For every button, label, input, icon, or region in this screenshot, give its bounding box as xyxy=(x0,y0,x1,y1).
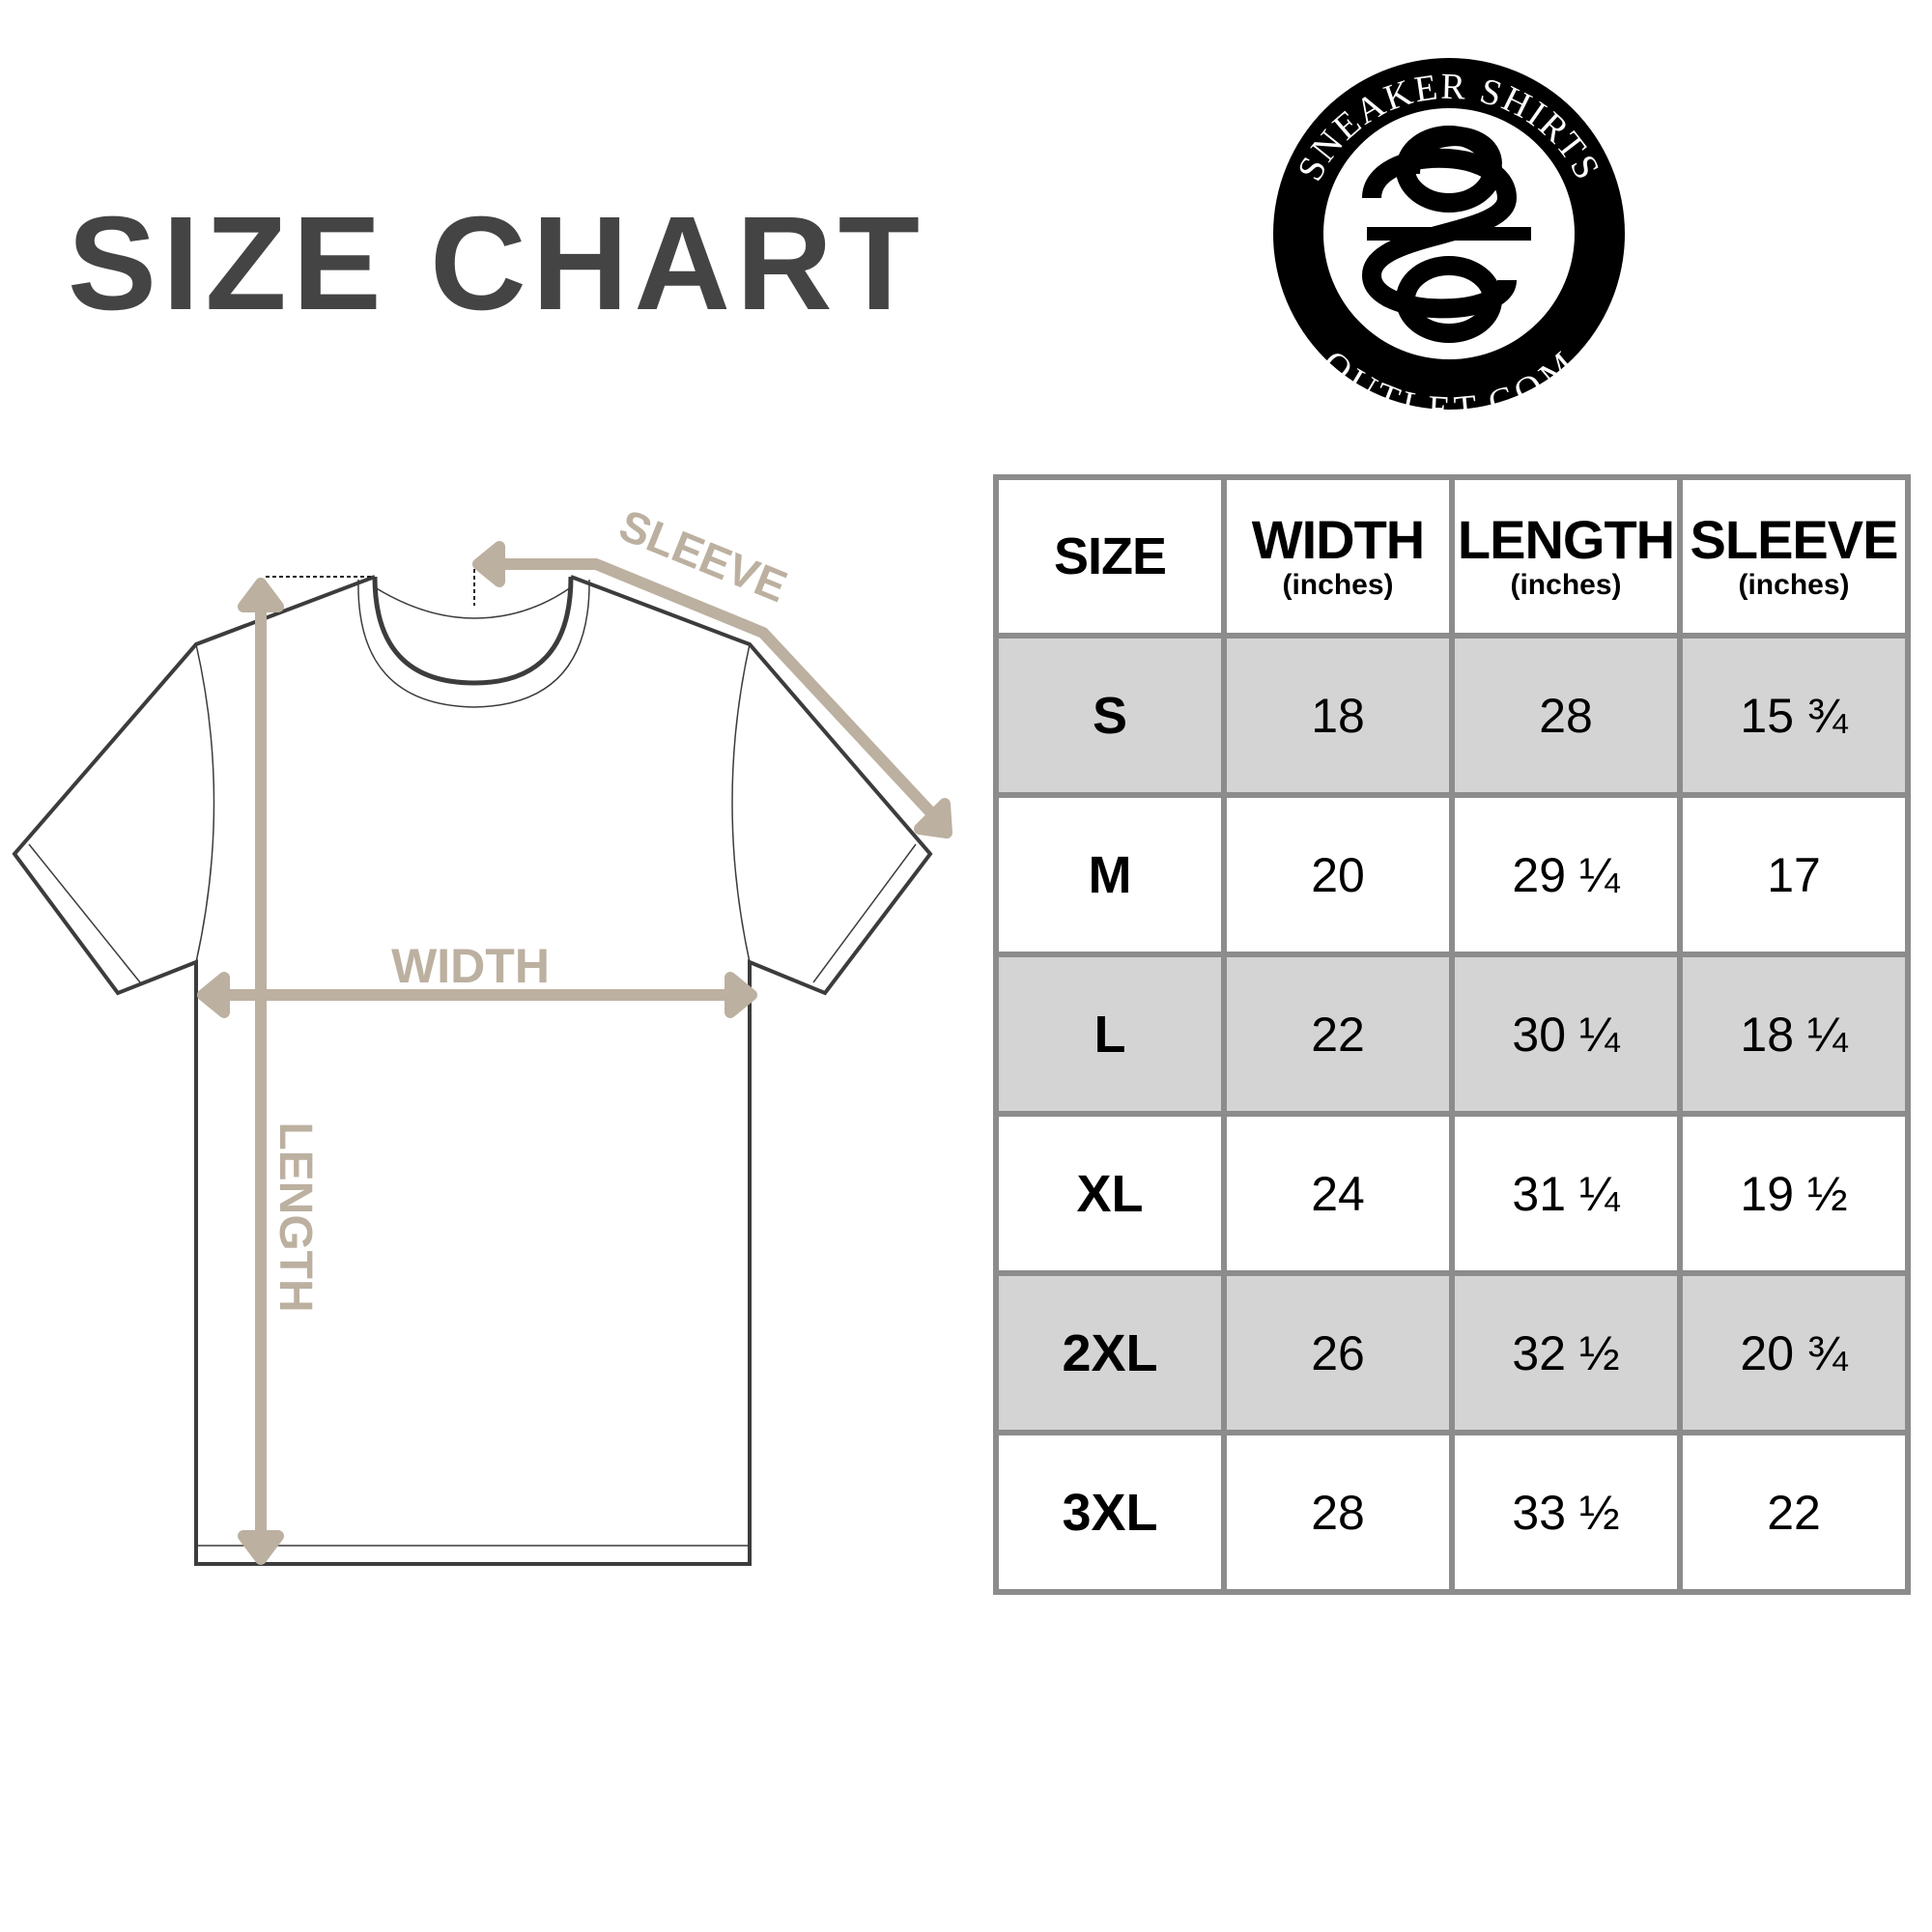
width-cell: 22 xyxy=(1221,952,1455,1117)
sleeve-cell: 20 ¾ xyxy=(1677,1270,1911,1435)
header-width-label: WIDTH xyxy=(1251,509,1426,570)
brand-logo: SNEAKER SHIRTS OUTLET.COM xyxy=(1273,58,1625,431)
sleeve-arrow xyxy=(472,541,952,838)
table-body: S 18 28 15 ¾ M 20 29 ¼ 17 L 22 30 ¼ 18 ¼ XL 24 31 ¼ 19 … xyxy=(993,633,1911,1595)
width-label: WIDTH xyxy=(391,939,550,993)
guide-dotted-lines xyxy=(266,562,475,606)
sleeve-cell: 22 xyxy=(1677,1430,1911,1595)
header-length: LENGTH (inches) xyxy=(1449,474,1683,639)
sleeve-label: SLEEVE xyxy=(612,499,794,611)
tshirt-outline xyxy=(12,575,933,1566)
size-cell: XL xyxy=(993,1111,1227,1276)
size-cell: 2XL xyxy=(993,1270,1227,1435)
size-cell: L xyxy=(993,952,1227,1117)
header-length-unit: (inches) xyxy=(1510,569,1622,601)
table-row: L 22 30 ¼ 18 ¼ xyxy=(993,952,1911,1117)
length-label: LENGTH xyxy=(270,1122,321,1312)
length-cell: 28 xyxy=(1449,633,1683,798)
width-cell: 18 xyxy=(1221,633,1455,798)
header-sleeve: SLEEVE (inches) xyxy=(1677,474,1911,639)
width-cell: 20 xyxy=(1221,792,1455,957)
table-row: M 20 29 ¼ 17 xyxy=(993,792,1911,957)
header-length-label: LENGTH xyxy=(1457,509,1675,570)
size-cell: 3XL xyxy=(993,1430,1227,1595)
sleeve-cell: 19 ½ xyxy=(1677,1111,1911,1276)
length-cell: 29 ¼ xyxy=(1449,792,1683,957)
header-sleeve-label: SLEEVE xyxy=(1690,509,1899,570)
length-cell: 32 ½ xyxy=(1449,1270,1683,1435)
sleeve-cell: 15 ¾ xyxy=(1677,633,1911,798)
header-sleeve-unit: (inches) xyxy=(1738,569,1850,601)
header-size: SIZE xyxy=(993,474,1227,639)
header-width-unit: (inches) xyxy=(1282,569,1394,601)
page-title: SIZE CHART xyxy=(68,189,925,338)
length-cell: 30 ¼ xyxy=(1449,952,1683,1117)
header-size-label: SIZE xyxy=(1053,527,1167,585)
size-cell: M xyxy=(993,792,1227,957)
length-cell: 31 ¼ xyxy=(1449,1111,1683,1276)
length-arrow xyxy=(238,578,284,1565)
width-cell: 28 xyxy=(1221,1430,1455,1595)
table-row: S 18 28 15 ¾ xyxy=(993,633,1911,798)
table-row: 3XL 28 33 ½ 22 xyxy=(993,1430,1911,1595)
table-header-row: SIZE WIDTH (inches) LENGTH (inches) SLEEVE… xyxy=(993,474,1911,639)
table-row: 2XL 26 32 ½ 20 ¾ xyxy=(993,1270,1911,1435)
width-cell: 26 xyxy=(1221,1270,1455,1435)
table-row: XL 24 31 ¼ 19 ½ xyxy=(993,1111,1911,1276)
size-table: SIZE WIDTH (inches) LENGTH (inches) SLEEVE… xyxy=(993,474,1911,1595)
sleeve-cell: 17 xyxy=(1677,792,1911,957)
size-cell: S xyxy=(993,633,1227,798)
sleeve-cell: 18 ¼ xyxy=(1677,952,1911,1117)
width-cell: 24 xyxy=(1221,1111,1455,1276)
header-width: WIDTH (inches) xyxy=(1221,474,1455,639)
monogram-icon xyxy=(1361,126,1531,343)
width-arrow xyxy=(197,972,757,1018)
length-cell: 33 ½ xyxy=(1449,1430,1683,1595)
